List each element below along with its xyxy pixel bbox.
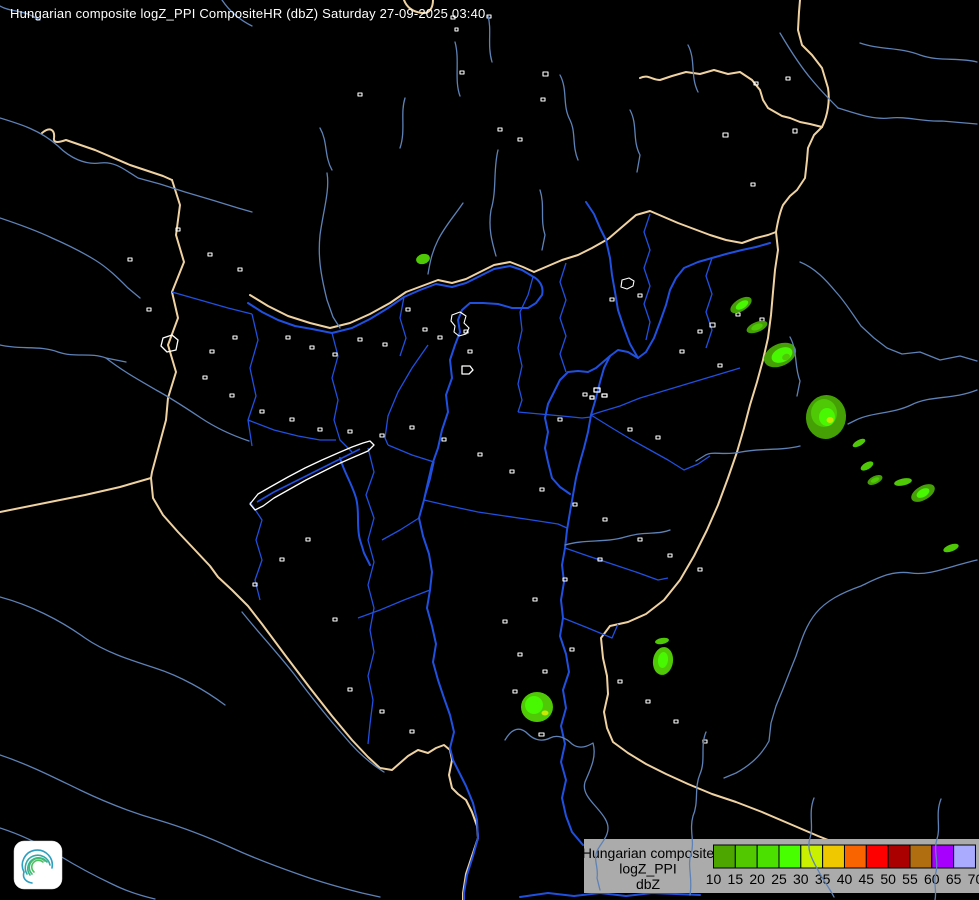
legend-swatch [953,844,976,869]
legend-title-line: Hungarian composite [582,845,715,861]
radar-echo [943,543,959,553]
radar-echo [916,488,930,498]
radar-echo [819,408,835,426]
legend-tick-label: 20 [749,871,765,887]
legend-tick-label: 60 [924,871,940,887]
lake-balaton-waterline [256,448,361,503]
legend-tick-label: 15 [728,871,744,887]
legend-tick-label: 55 [902,871,918,887]
legend-swatch [822,844,845,869]
radar-echo [525,696,543,714]
radar-echo [657,652,669,668]
legend-swatch [887,844,911,869]
radar-echo [852,438,866,448]
radar-echo [655,637,669,645]
country-borders [0,0,875,900]
radar-echo [735,300,749,310]
legend-tick-label: 25 [771,871,787,887]
radar-echo [870,477,880,483]
legend-swatch [778,844,802,869]
radar-echo [894,478,912,486]
town-outlines [127,14,798,744]
legend-tick-label: 50 [880,871,896,887]
rivers-major [247,201,771,900]
legend-title-line: logZ_PPI [619,861,677,877]
legend-tick-label: 40 [837,871,853,887]
radar-echo [416,253,430,265]
legend-tick-label: 30 [793,871,809,887]
legend-title-line: dbZ [636,876,661,892]
legend-tick-label: 45 [859,871,875,887]
page-title: Hungarian composite logZ_PPI CompositeHR… [10,6,486,21]
radar-echo [826,417,834,423]
county-borders [171,213,741,745]
legend-swatch [756,844,780,869]
legend-swatch [843,844,867,869]
lakes [160,334,608,511]
legend-swatch [865,844,889,869]
radar-echo [782,353,790,361]
legend-tick-label: 70 [968,871,979,887]
radar-echo [751,323,763,331]
agency-logo [13,840,63,890]
radar-echo [860,461,874,471]
legend-swatch [734,844,758,869]
cyclone-spiral-icon [21,849,54,884]
legend-tick-label: 10 [706,871,722,887]
radar-echo [541,710,549,716]
radar-echo-layer [416,253,959,722]
legend-tick-label: 65 [946,871,962,887]
legend-swatch [713,844,736,869]
legend-swatch [909,844,933,869]
